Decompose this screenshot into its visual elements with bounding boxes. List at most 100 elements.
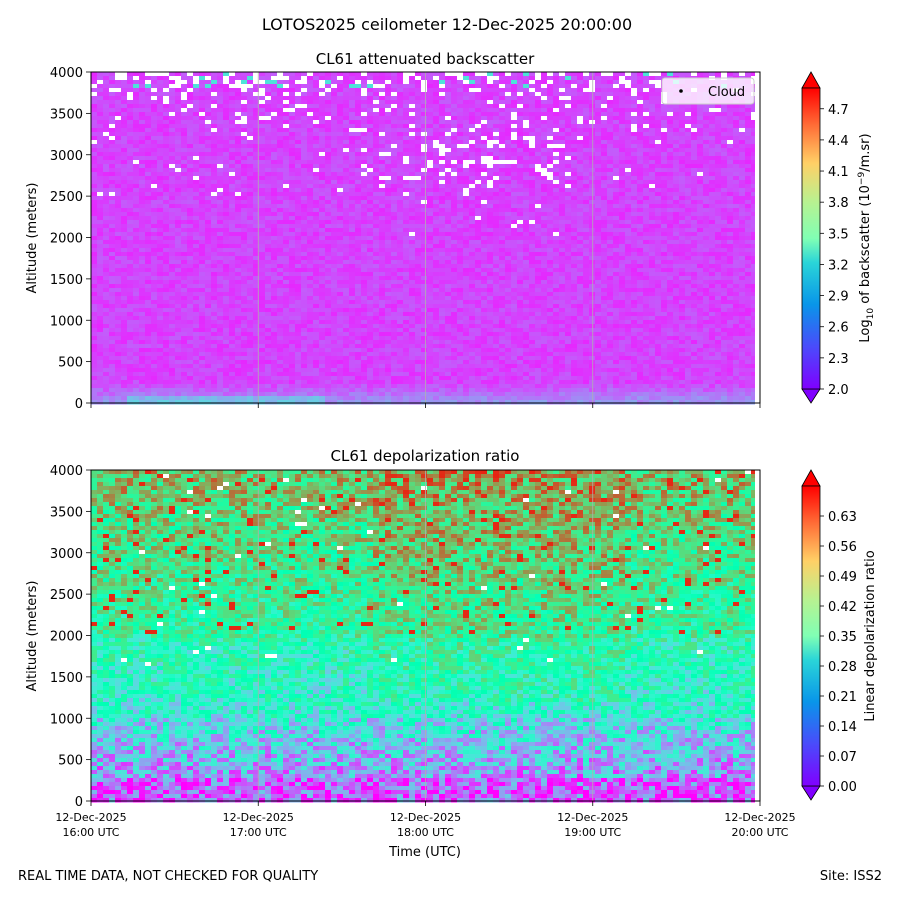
heatmap-cell xyxy=(307,80,314,85)
heatmap-cell xyxy=(379,136,386,141)
heatmap-cell xyxy=(163,228,170,233)
heatmap-cell xyxy=(325,136,332,141)
heatmap-cell xyxy=(259,208,266,213)
heatmap-cell xyxy=(121,232,128,237)
heatmap-cell xyxy=(133,112,140,117)
heatmap-cell xyxy=(745,200,752,205)
heatmap-cell xyxy=(259,148,266,153)
heatmap-cell xyxy=(727,148,734,153)
heatmap-cell xyxy=(385,240,392,245)
heatmap-cell xyxy=(697,188,704,193)
heatmap-cell xyxy=(583,88,590,93)
heatmap-cell xyxy=(661,108,668,113)
heatmap-cell xyxy=(163,236,170,241)
heatmap-cell xyxy=(253,124,260,129)
heatmap-cell xyxy=(379,120,386,125)
heatmap-cell xyxy=(409,104,416,109)
heatmap-cell xyxy=(211,200,218,205)
heatmap-cell xyxy=(631,84,638,89)
heatmap-cell xyxy=(373,224,380,229)
heatmap-cell xyxy=(235,240,242,245)
heatmap-cell xyxy=(409,220,416,225)
heatmap-cell xyxy=(253,164,260,169)
heatmap-cell xyxy=(715,156,722,161)
heatmap-cell xyxy=(613,124,620,129)
heatmap-cell xyxy=(235,176,242,181)
heatmap-cell xyxy=(259,248,266,253)
heatmap-cell xyxy=(721,248,728,253)
heatmap-cell xyxy=(703,196,710,201)
heatmap-cell xyxy=(715,116,722,121)
heatmap-cell xyxy=(493,80,500,85)
heatmap-cell xyxy=(385,248,392,253)
heatmap-cell xyxy=(541,200,548,205)
heatmap-cell xyxy=(235,236,242,241)
heatmap-cell xyxy=(589,140,596,145)
heatmap-cell xyxy=(475,104,482,109)
heatmap-cell xyxy=(583,100,590,105)
heatmap-cell xyxy=(235,124,242,129)
heatmap-cell xyxy=(505,96,512,101)
heatmap-cell xyxy=(661,136,668,141)
heatmap-cell xyxy=(499,216,506,221)
heatmap-cell xyxy=(517,228,524,233)
heatmap-cell xyxy=(409,228,416,233)
heatmap-cell xyxy=(439,180,446,185)
heatmap-cell xyxy=(259,80,266,85)
heatmap-cell xyxy=(97,140,104,145)
heatmap-cell xyxy=(529,96,536,101)
heatmap-cell xyxy=(253,136,260,141)
heatmap-cell xyxy=(193,148,200,153)
heatmap-cell xyxy=(91,88,98,93)
heatmap-cell xyxy=(259,120,266,125)
heatmap-cell xyxy=(739,248,746,253)
heatmap-cell xyxy=(265,228,272,233)
heatmap-cell xyxy=(643,236,650,241)
heatmap-cell xyxy=(553,204,560,209)
heatmap-cell xyxy=(247,72,254,77)
heatmap-cell xyxy=(253,176,260,181)
heatmap-cell xyxy=(469,164,476,169)
heatmap-cell xyxy=(349,196,356,201)
heatmap-cell xyxy=(733,248,740,253)
heatmap-cell xyxy=(535,180,542,185)
heatmap-cell xyxy=(127,160,134,165)
heatmap-cell xyxy=(181,228,188,233)
heatmap-cell xyxy=(91,164,98,169)
heatmap-cell xyxy=(403,92,410,97)
heatmap-cell xyxy=(505,156,512,161)
heatmap-cell xyxy=(223,144,230,149)
heatmap-cell xyxy=(313,176,320,181)
heatmap-cell xyxy=(391,136,398,141)
heatmap-cell xyxy=(595,116,602,121)
heatmap-cell xyxy=(655,172,662,177)
heatmap-cell xyxy=(253,192,260,197)
heatmap-cell xyxy=(595,228,602,233)
heatmap-cell xyxy=(487,176,494,181)
heatmap-cell xyxy=(97,168,104,173)
heatmap-cell xyxy=(571,144,578,149)
heatmap-cell xyxy=(523,128,530,133)
heatmap-cell xyxy=(175,228,182,233)
heatmap-cell xyxy=(541,116,548,121)
heatmap-cell xyxy=(391,204,398,209)
heatmap-cell xyxy=(571,108,578,113)
heatmap-cell xyxy=(733,216,740,221)
heatmap-cell xyxy=(727,136,734,141)
heatmap-cell xyxy=(643,172,650,177)
heatmap-cell xyxy=(169,160,176,165)
heatmap-cell xyxy=(175,192,182,197)
heatmap-cell xyxy=(325,116,332,121)
heatmap-cell xyxy=(607,232,614,237)
heatmap-cell xyxy=(133,84,140,89)
heatmap-cell xyxy=(325,100,332,105)
heatmap-cell xyxy=(181,176,188,181)
heatmap-cell xyxy=(355,192,362,197)
heatmap-cell xyxy=(727,172,734,177)
heatmap-cell xyxy=(541,168,548,173)
heatmap-cell xyxy=(469,152,476,157)
heatmap-cell xyxy=(115,88,122,93)
heatmap-cell xyxy=(415,152,422,157)
heatmap-cell xyxy=(481,244,488,249)
heatmap-cell xyxy=(553,108,560,113)
